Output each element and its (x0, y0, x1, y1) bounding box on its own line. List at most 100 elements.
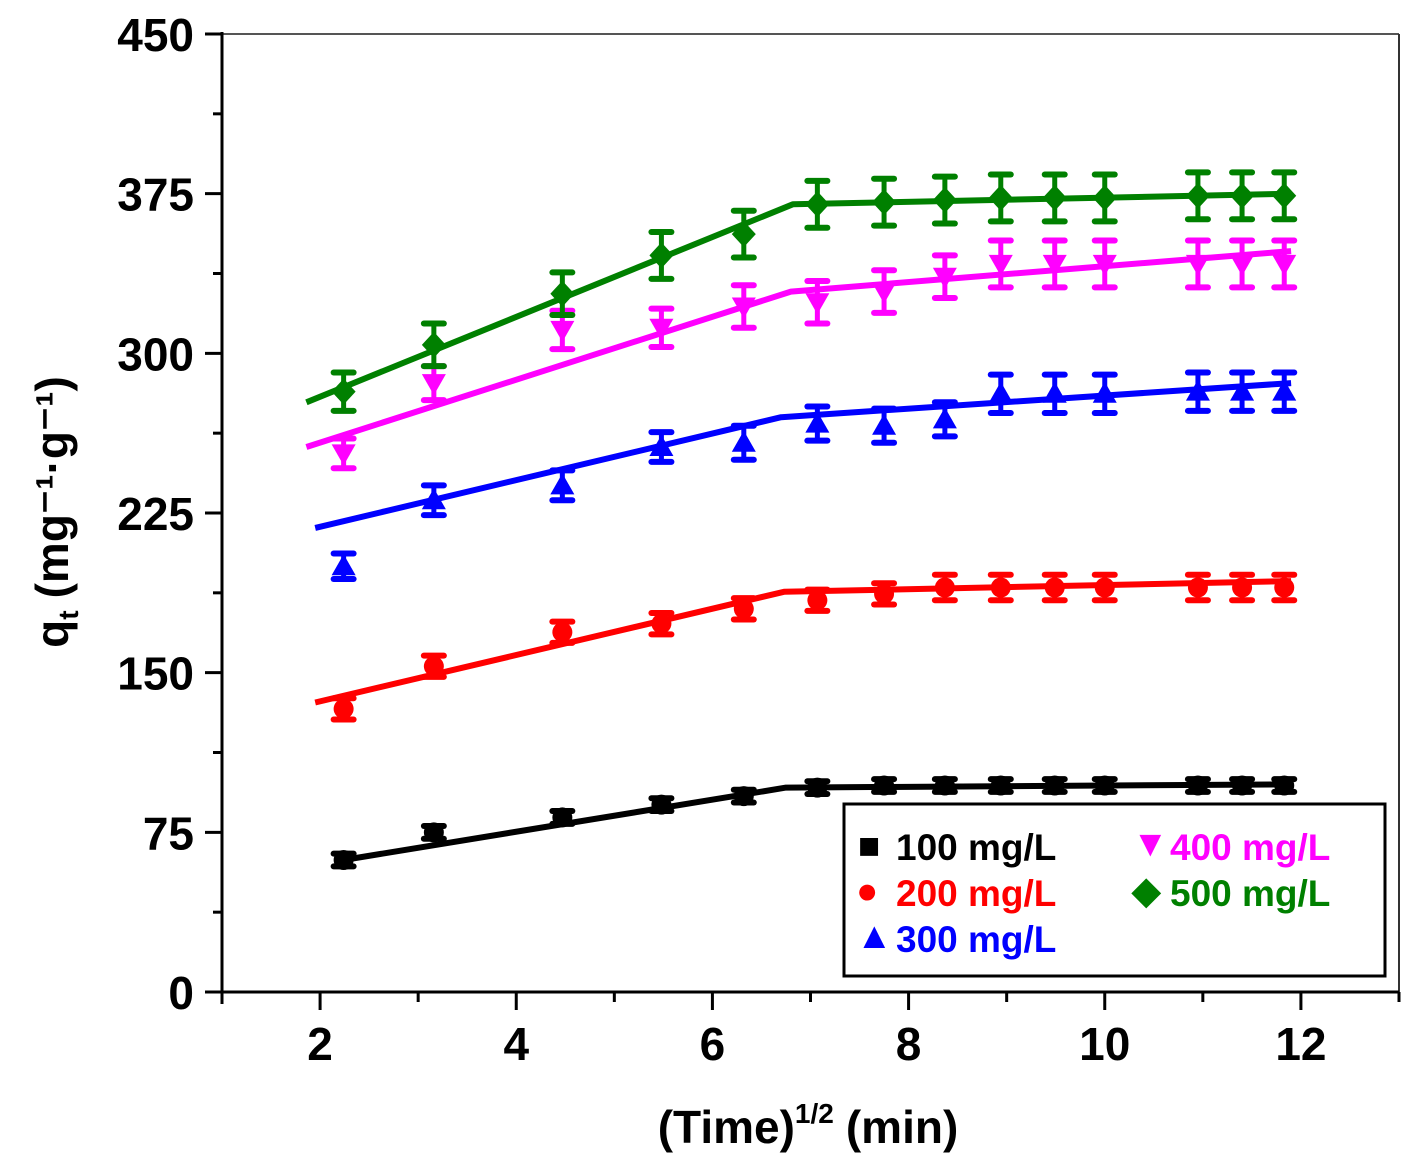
data-point (805, 411, 830, 433)
y-tick-label: 300 (117, 328, 194, 380)
data-point (1230, 379, 1255, 401)
data-point-outline (423, 822, 444, 843)
data-point (872, 282, 897, 304)
data-point (550, 280, 575, 307)
data-point (1187, 577, 1208, 598)
fit-line-200 (314, 578, 1292, 706)
legend-item-400: ▼ 400 mg/L (1132, 823, 1330, 868)
series-400 (330, 237, 1298, 472)
x-tick-label: 2 (307, 1018, 333, 1070)
data-point (550, 320, 575, 342)
data-point-outline (1274, 775, 1295, 796)
data-point (421, 374, 446, 396)
data-point (649, 318, 674, 340)
data-point-outline (1094, 775, 1115, 796)
data-point-outline (1187, 775, 1208, 796)
legend-label-200: 200 mg/L (896, 873, 1056, 914)
data-point (932, 267, 957, 289)
data-point-outline (990, 775, 1011, 796)
data-point (1042, 254, 1067, 276)
data-point (1042, 381, 1067, 403)
data-point (1092, 184, 1117, 211)
data-point (421, 488, 446, 510)
data-point (988, 254, 1013, 276)
x-axis-title-unit: (min) (846, 1101, 958, 1153)
y-tick-label: 450 (117, 9, 194, 61)
data-point (932, 407, 957, 429)
y-tick-label: 150 (117, 648, 194, 700)
data-point (1092, 254, 1117, 276)
y-axis-title-main: q (26, 620, 78, 648)
data-point (805, 191, 830, 218)
data-point (874, 583, 895, 604)
x-tick-label: 8 (896, 1018, 922, 1070)
data-point (552, 622, 573, 643)
x-tick-label: 10 (1079, 1018, 1130, 1070)
series-200 (330, 571, 1298, 723)
data-point (423, 656, 444, 677)
data-point (550, 473, 575, 495)
legend-marker-200: ● (856, 870, 878, 911)
y-axis: 0 75 150 225 300 375 450 (117, 9, 224, 1019)
data-point (1042, 184, 1067, 211)
plot-frame (222, 33, 1400, 992)
x-tick-label: 12 (1275, 1018, 1326, 1070)
data-point (1185, 182, 1210, 209)
data-point (805, 293, 830, 315)
data-point (1232, 577, 1253, 598)
legend-marker-300: ▲ (856, 915, 893, 956)
data-markers (330, 169, 1298, 871)
data-point-outline (934, 775, 955, 796)
legend-item-300: ▲ 300 mg/L (856, 915, 1056, 960)
data-point (731, 221, 756, 248)
data-point (1044, 577, 1065, 598)
data-point (331, 378, 356, 405)
data-point (1274, 577, 1295, 598)
data-point-outline (552, 807, 573, 828)
y-tick-label: 0 (168, 967, 194, 1019)
data-point (649, 435, 674, 457)
data-point (1230, 182, 1255, 209)
data-point (331, 444, 356, 466)
series-300 (330, 369, 1298, 582)
x-tick-label: 4 (503, 1018, 529, 1070)
data-point (872, 413, 897, 435)
y-tick-label: 375 (117, 169, 194, 221)
legend-label-300: 300 mg/L (896, 919, 1056, 960)
data-point (988, 381, 1013, 403)
legend-label-400: 400 mg/L (1170, 827, 1330, 868)
x-axis-title: (Time)1/2 (min) (658, 1098, 959, 1153)
y-tick-label: 75 (143, 807, 194, 859)
x-tick-label: 6 (700, 1018, 726, 1070)
data-point (990, 577, 1011, 598)
data-point-outline (733, 786, 754, 807)
data-point (733, 598, 754, 619)
y-tick-label: 225 (117, 488, 194, 540)
series-100 (330, 775, 1298, 871)
data-point-outline (1044, 775, 1065, 796)
fit-line-400 (305, 248, 1292, 450)
data-point (1094, 577, 1115, 598)
data-point (651, 613, 672, 634)
data-point (1272, 182, 1297, 209)
legend-marker-100: ■ (858, 825, 880, 866)
legend-marker-400: ▼ (1132, 823, 1169, 864)
legend-label-100: 100 mg/L (896, 827, 1056, 868)
data-point (331, 554, 356, 576)
data-point-outline (1232, 775, 1253, 796)
data-point-outline (333, 850, 354, 871)
fit-line-100 (343, 781, 1285, 863)
data-point (731, 430, 756, 452)
data-point (1092, 381, 1117, 403)
fit-line-300 (314, 380, 1292, 531)
legend-label-500: 500 mg/L (1170, 873, 1330, 914)
data-point (421, 331, 446, 358)
legend-box (842, 802, 1387, 978)
data-point (1230, 254, 1255, 276)
data-point (333, 698, 354, 719)
legend: ■ 100 mg/L ● 200 mg/L ▲ 300 mg/L ▼ 400 m… (842, 802, 1387, 978)
data-point (1185, 379, 1210, 401)
y-axis-title-unit: (mg⁻¹·g⁻¹) (26, 376, 78, 598)
legend-item-500: ◆ 500 mg/L (1131, 870, 1330, 914)
